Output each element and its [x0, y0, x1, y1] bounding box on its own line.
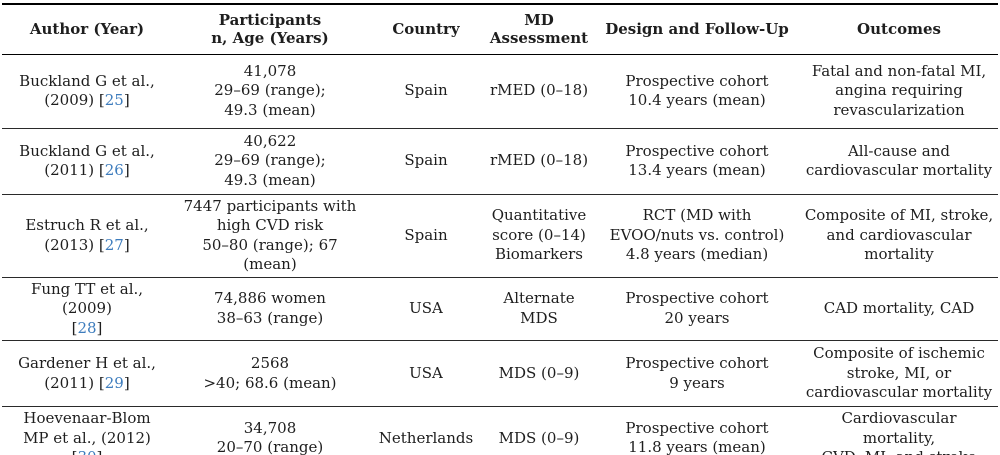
author-citation: (2013) [27]: [6, 236, 168, 256]
citation-prefix: MP et al., (2012) [: [23, 428, 151, 455]
citation-link[interactable]: 30: [77, 448, 96, 455]
table-row: Estruch R et al., (2013) [27] 7447 parti…: [2, 193, 998, 277]
citation-link[interactable]: 25: [104, 91, 124, 109]
design-follow-up-cell: Prospective cohort 13.4 years (mean): [594, 127, 800, 194]
citation-link[interactable]: 28: [77, 318, 97, 337]
design-follow-up-cell: RCT (MD with EVOO/nuts vs. control) 4.8 …: [594, 193, 800, 277]
citation-suffix: ]: [123, 161, 130, 179]
citation-suffix: ]: [97, 448, 103, 455]
col-header-country: Country: [368, 4, 484, 55]
outcomes-cell: All-cause and cardiovascular mortality: [800, 127, 998, 194]
col-header-author-year: Author (Year): [2, 4, 172, 55]
author-name: Fung TT et al., (2009): [30, 279, 144, 318]
author-citation: (2011) [29]: [6, 374, 168, 394]
country-cell: USA: [368, 340, 484, 407]
citation-link[interactable]: 26: [104, 161, 124, 179]
md-assessment-cell: Alternate MDS: [484, 276, 594, 341]
citation-prefix: (2013) [: [44, 235, 105, 254]
author-cell: Hoevenaar-Blom MP et al., (2012) [30]: [2, 406, 172, 455]
author-cell: Gardener H et al., (2011) [29]: [2, 340, 172, 407]
outcomes-cell: Fatal and non-fatal MI, angina requiring…: [811, 61, 987, 119]
header-row: Author (Year) Participants n, Age (Years…: [2, 4, 998, 55]
outcomes-cell: Cardiovascular mortality, CVD, MI, and s…: [800, 406, 998, 455]
citation-link[interactable]: 29: [104, 373, 124, 392]
col-header-design-follow-up: Design and Follow-Up: [594, 4, 800, 55]
citation-suffix: ]: [96, 318, 103, 337]
design-follow-up-cell: Prospective cohort 20 years: [594, 276, 800, 341]
author-citation: MP et al., (2012) [30]: [6, 429, 168, 455]
author-cell: Buckland G et al., (2009) [25]: [2, 54, 172, 128]
citation-suffix: ]: [123, 91, 130, 109]
country-cell: Netherlands: [368, 406, 484, 455]
citation-suffix: ]: [123, 235, 130, 254]
col-header-md-assessment: MD Assessment: [484, 4, 594, 55]
design-follow-up-cell: Prospective cohort 10.4 years (mean): [625, 71, 769, 110]
author-name: Buckland G et al.,: [19, 141, 155, 160]
col-header-participants: Participants n, Age (Years): [172, 4, 368, 55]
table-row: Gardener H et al., (2011) [29] 2568 >40;…: [2, 340, 998, 407]
citation-prefix: (2011) [: [44, 373, 105, 392]
country-cell: Spain: [368, 193, 484, 277]
outcomes-cell: Composite of ischemic stroke, MI, or car…: [800, 340, 998, 407]
md-assessment-cell: rMED (0–18): [484, 127, 594, 194]
table-row: Hoevenaar-Blom MP et al., (2012) [30] 34…: [2, 406, 998, 455]
md-assessment-cell: rMED (0–18): [489, 81, 589, 100]
author-name: Hoevenaar-Blom: [23, 409, 151, 427]
table-row: Buckland G et al., (2011) [26] 40,622 29…: [2, 127, 998, 194]
participants-cell: 2568 >40; 68.6 (mean): [172, 340, 368, 407]
participants-cell: 74,886 women 38–63 (range): [172, 276, 368, 341]
citation-link[interactable]: 27: [104, 235, 124, 254]
participants-cell: 40,622 29–69 (range); 49.3 (mean): [172, 127, 368, 194]
country-cell: USA: [368, 276, 484, 341]
author-name: Estruch R et al.,: [25, 216, 149, 234]
author-name: Gardener H et al.,: [18, 354, 156, 372]
citation-suffix: ]: [123, 373, 130, 392]
author-citation: (2011) [26]: [6, 161, 168, 181]
citation-prefix: (2011) [: [44, 161, 105, 179]
author-name: Buckland G et al.,: [19, 71, 155, 90]
author-citation: [28]: [6, 319, 168, 339]
table-row: Fung TT et al., (2009) [28] 74,886 women…: [2, 276, 998, 341]
design-follow-up-cell: Prospective cohort 9 years: [594, 340, 800, 407]
col-header-outcomes: Outcomes: [800, 4, 998, 55]
study-table: Author (Year) Participants n, Age (Years…: [2, 3, 998, 455]
participants-cell: 34,708 20–70 (range): [172, 406, 368, 455]
author-cell: Buckland G et al., (2011) [26]: [2, 127, 172, 194]
md-assessment-cell: MDS (0–9): [484, 340, 594, 407]
citation-prefix: (2009) [: [44, 91, 105, 109]
design-follow-up-cell: Prospective cohort 11.8 years (mean): [594, 406, 800, 455]
author-cell: Estruch R et al., (2013) [27]: [2, 193, 172, 277]
country-cell: Spain: [368, 127, 484, 194]
author-citation: (2009) [25]: [6, 91, 168, 111]
country-cell: Spain: [404, 81, 448, 100]
participants-cell: 7447 participants with high CVD risk 50–…: [172, 193, 368, 277]
participants-cell: 41,078 29–69 (range); 49.3 (mean): [214, 61, 326, 119]
table-row: Buckland G et al., (2009) [25] 41,078 29…: [2, 54, 998, 128]
citation-prefix: [: [71, 318, 78, 337]
md-assessment-cell: Quantitative score (0–14) Biomarkers: [484, 193, 594, 277]
study-table-container: Author (Year) Participants n, Age (Years…: [2, 3, 998, 455]
md-assessment-cell: MDS (0–9): [484, 406, 594, 455]
author-cell: Fung TT et al., (2009) [28]: [2, 276, 172, 341]
outcomes-cell: CAD mortality, CAD: [800, 276, 998, 341]
outcomes-cell: Composite of MI, stroke, and cardiovascu…: [800, 193, 998, 277]
